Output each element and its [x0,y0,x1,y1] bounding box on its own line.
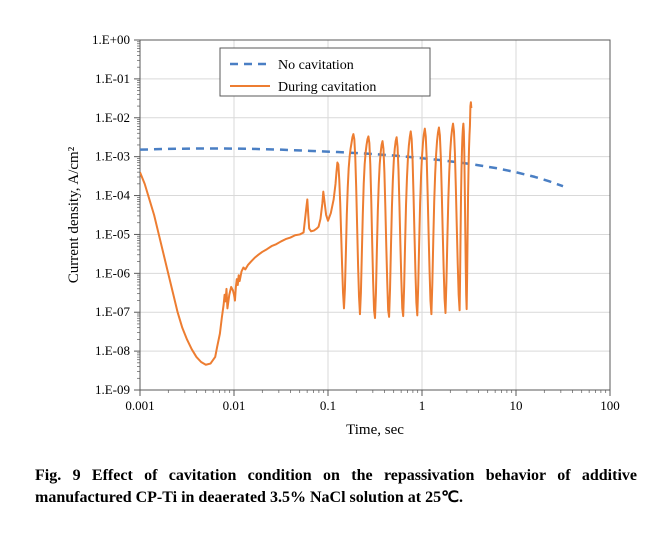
svg-text:1.E-05: 1.E-05 [95,226,130,241]
chart-container: 1.E-09 1.E-08 1.E-07 1.E-06 1.E-05 1.E-04 1.E-… [50,20,630,450]
svg-text:0.1: 0.1 [320,398,336,413]
svg-text:1.E-02: 1.E-02 [95,110,130,125]
svg-text:1: 1 [419,398,426,413]
svg-text:Current density, A/cm²: Current density, A/cm² [66,146,82,283]
svg-text:1.E-03: 1.E-03 [95,149,130,164]
svg-text:Time, sec: Time, sec [346,422,404,438]
svg-text:1.E-06: 1.E-06 [95,265,131,280]
svg-text:10: 10 [510,398,523,413]
svg-text:No cavitation: No cavitation [278,58,354,73]
svg-text:1.E-09: 1.E-09 [95,382,130,397]
svg-text:1.E-01: 1.E-01 [95,71,130,86]
chart-svg: 1.E-09 1.E-08 1.E-07 1.E-06 1.E-05 1.E-04 1.E-… [50,20,630,450]
svg-text:1.E+00: 1.E+00 [92,32,130,47]
svg-text:During cavitation: During cavitation [278,80,376,95]
svg-text:1.E-04: 1.E-04 [95,188,131,203]
svg-text:1.E-08: 1.E-08 [95,343,130,358]
svg-text:0.01: 0.01 [223,398,246,413]
figure-caption: Fig. 9 Effect of cavitation condition on… [20,465,652,508]
svg-text:100: 100 [600,398,620,413]
svg-text:1.E-07: 1.E-07 [95,304,131,319]
svg-text:0.001: 0.001 [125,398,154,413]
